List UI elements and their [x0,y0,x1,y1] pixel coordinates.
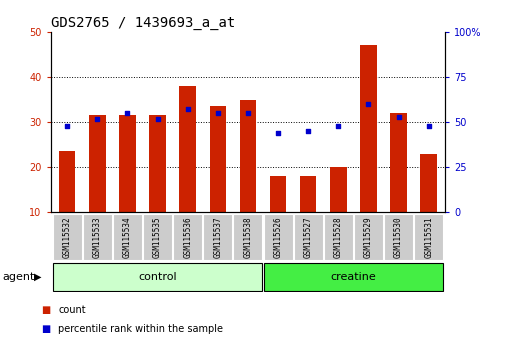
Text: GSM115527: GSM115527 [303,216,312,258]
Bar [233,214,262,260]
Bar [113,214,141,260]
Point [183,107,191,112]
Text: GSM115536: GSM115536 [183,216,192,258]
Bar [119,115,135,212]
Text: GSM115526: GSM115526 [273,216,282,258]
Bar [263,214,292,260]
Text: GSM115528: GSM115528 [333,216,342,258]
Bar [389,113,406,212]
Bar [269,176,286,212]
Text: control: control [138,272,177,282]
Bar [203,214,232,260]
Bar [420,154,436,212]
Bar [173,214,201,260]
Text: GSM115529: GSM115529 [363,216,372,258]
Text: GSM115534: GSM115534 [123,216,132,258]
Bar [89,115,106,212]
Bar [354,214,382,260]
Bar [143,214,172,260]
Text: agent: agent [3,272,35,282]
Text: GSM115532: GSM115532 [63,216,72,258]
Point [153,116,161,121]
Text: ▶: ▶ [34,272,41,282]
Point [334,123,342,129]
Text: GDS2765 / 1439693_a_at: GDS2765 / 1439693_a_at [50,16,234,30]
Text: GSM115531: GSM115531 [423,216,432,258]
Text: percentile rank within the sample: percentile rank within the sample [58,324,223,334]
Bar [360,45,376,212]
Text: ■: ■ [41,324,50,334]
Bar [179,86,195,212]
Bar [149,115,166,212]
Point [63,123,71,129]
Bar [59,152,75,212]
Point [394,114,402,120]
Point [213,110,221,116]
Point [424,123,432,129]
Bar [414,214,442,260]
Bar [263,263,442,291]
Text: GSM115530: GSM115530 [393,216,402,258]
Bar [323,214,352,260]
Bar [239,99,256,212]
Point [364,101,372,107]
Text: GSM115538: GSM115538 [243,216,252,258]
Bar [329,167,346,212]
Point [243,110,251,116]
Point [274,130,282,136]
Bar [299,176,316,212]
Point [93,116,101,121]
Bar [293,214,322,260]
Text: count: count [58,305,86,315]
Bar [383,214,412,260]
Point [123,110,131,116]
Text: GSM115533: GSM115533 [92,216,102,258]
Bar [83,214,112,260]
Bar [53,263,262,291]
Point [304,129,312,134]
Bar [209,106,226,212]
Text: GSM115535: GSM115535 [153,216,162,258]
Text: GSM115537: GSM115537 [213,216,222,258]
Text: ■: ■ [41,305,50,315]
Bar [53,214,81,260]
Text: creatine: creatine [330,272,376,282]
